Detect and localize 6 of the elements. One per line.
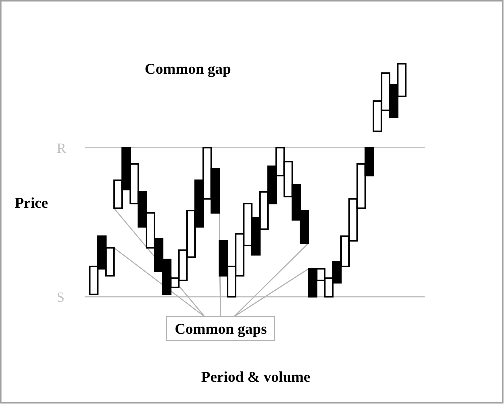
annotation: Common gap — [145, 62, 232, 78]
ref-line-label: R — [57, 142, 67, 157]
y-axis-title: Price — [15, 196, 49, 212]
ref-line-label: S — [57, 291, 65, 306]
x-axis-title: Period & volume — [201, 370, 311, 386]
text: Common gaps — [174, 322, 268, 338]
